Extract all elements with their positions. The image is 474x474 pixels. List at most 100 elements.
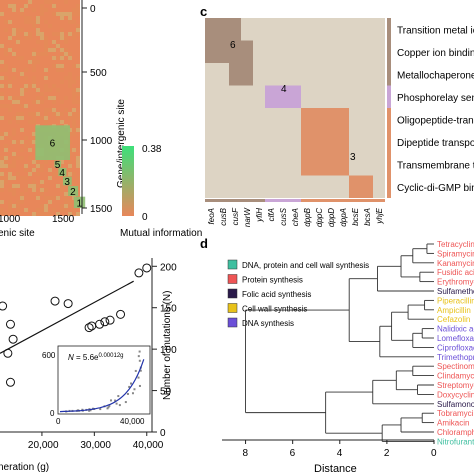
panel-a-heatmap — [0, 0, 86, 216]
a-heatmap-cell — [56, 100, 60, 104]
a-heatmap-cell — [48, 168, 52, 172]
a-heatmap-cell — [16, 136, 20, 140]
a-heatmap-cell — [76, 72, 80, 76]
a-heatmap-cell — [60, 104, 64, 108]
a-heatmap-cell — [12, 192, 16, 196]
c-sidebar-segment — [387, 153, 391, 176]
a-heatmap-cell — [64, 64, 68, 68]
a-heatmap-cell — [72, 72, 76, 76]
a-heatmap-cell — [44, 64, 48, 68]
a-heatmap-cell — [20, 156, 24, 160]
a-heatmap-cell — [16, 12, 20, 16]
a-heatmap-cell — [28, 44, 32, 48]
a-heatmap-cell — [12, 40, 16, 44]
a-heatmap-cell — [36, 196, 40, 200]
a-heatmap-cell — [76, 8, 80, 12]
a-heatmap-cell — [36, 104, 40, 108]
a-heatmap-cell — [72, 128, 76, 132]
a-heatmap-cell — [48, 68, 52, 72]
a-heatmap-cell — [52, 108, 56, 112]
a-heatmap-cell — [64, 20, 68, 24]
a-heatmap-cell — [32, 140, 36, 144]
a-heatmap-cell — [8, 128, 12, 132]
a-heatmap-cell — [8, 72, 12, 76]
a-heatmap-cell — [12, 160, 16, 164]
d-leaf-label: Kanamycin — [437, 259, 474, 268]
a-heatmap-cell — [64, 120, 68, 124]
a-heatmap-cell — [20, 56, 24, 60]
a-heatmap-cell — [52, 84, 56, 88]
b-inset-point — [117, 395, 120, 398]
d-legend-label: Folic acid synthesis — [242, 290, 311, 299]
a-heatmap-cell — [0, 160, 4, 164]
a-heatmap-cell — [32, 84, 36, 88]
a-heatmap-cell — [8, 120, 12, 124]
a-heatmap-cell — [16, 0, 20, 4]
a-heatmap-cell — [32, 40, 36, 44]
a-heatmap-cell — [76, 32, 80, 36]
a-heatmap-cell — [12, 180, 16, 184]
a-y-tick: 1000 — [90, 136, 113, 147]
a-heatmap-cell — [76, 112, 80, 116]
a-heatmap-cell — [0, 16, 4, 20]
panel-d: d DNA, protein and cell wall synthesis Pr… — [200, 236, 474, 474]
a-heatmap-cell — [4, 68, 8, 72]
a-heatmap-cell — [48, 192, 52, 196]
a-heatmap-cell — [44, 116, 48, 120]
a-heatmap-cell — [76, 104, 80, 108]
c-gene-label: bcsE — [351, 207, 360, 225]
a-heatmap-cell — [48, 196, 52, 200]
b-inset-point — [137, 376, 140, 379]
a-y-axis-label: Gene/intergenic site — [116, 99, 127, 188]
a-heatmap-cell — [60, 196, 64, 200]
a-heatmap-cell — [12, 104, 16, 108]
colorbar-title: Mutual information — [120, 228, 202, 239]
a-heatmap-cell — [68, 48, 72, 52]
a-heatmap-cell — [20, 148, 24, 152]
a-heatmap-cell — [68, 144, 72, 148]
a-heatmap-cell — [20, 48, 24, 52]
a-heatmap-cell — [68, 136, 72, 140]
a-heatmap-cell — [52, 8, 56, 12]
a-heatmap-cell — [72, 160, 76, 164]
a-heatmap-cell — [28, 104, 32, 108]
a-heatmap-cell — [72, 140, 76, 144]
a-heatmap-cell — [16, 208, 20, 212]
a-heatmap-cell — [4, 4, 8, 8]
a-heatmap-cell — [60, 96, 64, 100]
a-heatmap-cell — [0, 152, 4, 156]
a-heatmap-cell — [4, 112, 8, 116]
c-gene-label: yfiH — [255, 208, 264, 223]
a-heatmap-cell — [0, 0, 4, 4]
a-heatmap-cell — [24, 104, 28, 108]
a-heatmap-cell — [44, 112, 48, 116]
a-heatmap-cell — [52, 44, 56, 48]
a-heatmap-cell — [72, 8, 76, 12]
a-heatmap-cell — [56, 8, 60, 12]
a-heatmap-cell — [12, 72, 16, 76]
a-heatmap-cell — [16, 160, 20, 164]
a-heatmap-cell — [16, 32, 20, 36]
d-leaf-label: Sulfamonom — [437, 400, 474, 409]
a-heatmap-cell — [64, 208, 68, 212]
a-cluster-label: 2 — [70, 187, 76, 198]
a-heatmap-cell — [68, 108, 72, 112]
a-heatmap-cell — [52, 172, 56, 176]
a-heatmap-cell — [0, 20, 4, 24]
c-gene-label: bcsA — [363, 208, 372, 226]
c-gene-label: dppA — [339, 208, 348, 227]
a-heatmap-cell — [68, 44, 72, 48]
c-gene-label: yhjE — [375, 207, 384, 224]
a-heatmap-cell — [56, 104, 60, 108]
a-heatmap-cell — [0, 56, 4, 60]
a-heatmap-cell — [36, 160, 40, 164]
a-heatmap-cell — [12, 204, 16, 208]
a-heatmap-cell — [32, 132, 36, 136]
a-heatmap-cell — [48, 172, 52, 176]
a-heatmap-cell — [40, 44, 44, 48]
a-heatmap-cell — [12, 20, 16, 24]
a-heatmap-cell — [72, 28, 76, 32]
a-heatmap-cell — [52, 160, 56, 164]
a-heatmap-cell — [48, 108, 52, 112]
a-heatmap-cell — [76, 140, 80, 144]
